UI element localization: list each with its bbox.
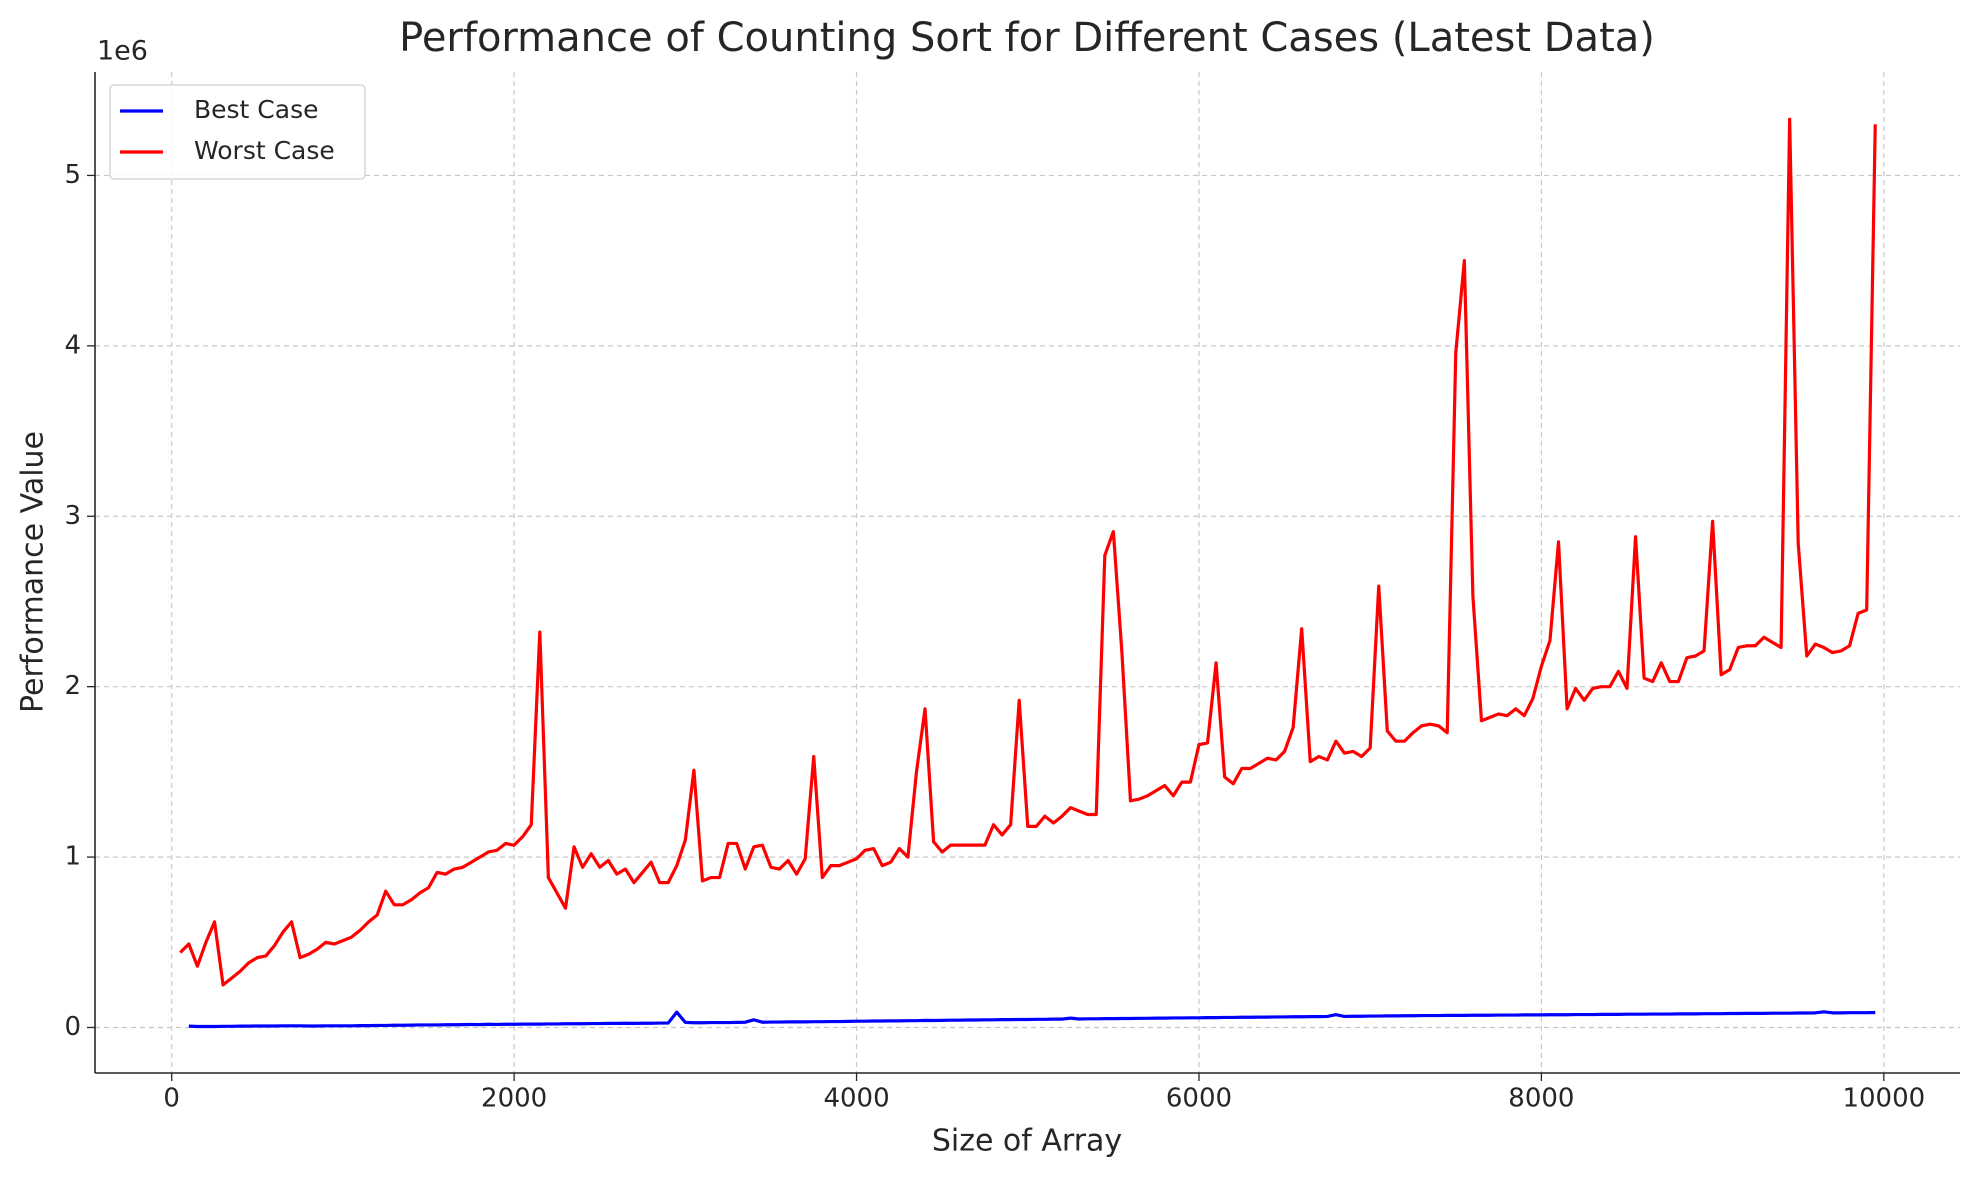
y-offset-label: 1e6 xyxy=(97,36,148,67)
y-tick-label: 4 xyxy=(64,330,81,360)
y-tick-label: 0 xyxy=(64,1012,81,1042)
legend-label: Best Case xyxy=(194,95,319,124)
legend-label: Worst Case xyxy=(194,136,335,165)
y-tick-label: 2 xyxy=(64,671,81,701)
y-tick-label: 3 xyxy=(64,501,81,531)
x-tick-label: 8000 xyxy=(1508,1084,1574,1114)
legend: Best Case Worst Case xyxy=(109,84,366,180)
data-line xyxy=(188,1010,1876,1029)
x-tick-label: 0 xyxy=(163,1084,180,1114)
legend-box xyxy=(109,84,366,180)
x-tick-label: 6000 xyxy=(1166,1084,1232,1114)
data-line xyxy=(179,117,1877,987)
x-tick-label: 4000 xyxy=(823,1084,889,1114)
chart-title: Performance of Counting Sort for Differe… xyxy=(399,15,1655,61)
x-tick-label: 10000 xyxy=(1842,1084,1925,1114)
x-axis-label: Size of Array xyxy=(932,1124,1122,1159)
y-axis-label: Performance Value xyxy=(16,431,51,713)
y-tick-label: 1 xyxy=(64,842,81,872)
y-tick-label: 5 xyxy=(64,160,81,190)
x-tick-label: 2000 xyxy=(481,1084,547,1114)
